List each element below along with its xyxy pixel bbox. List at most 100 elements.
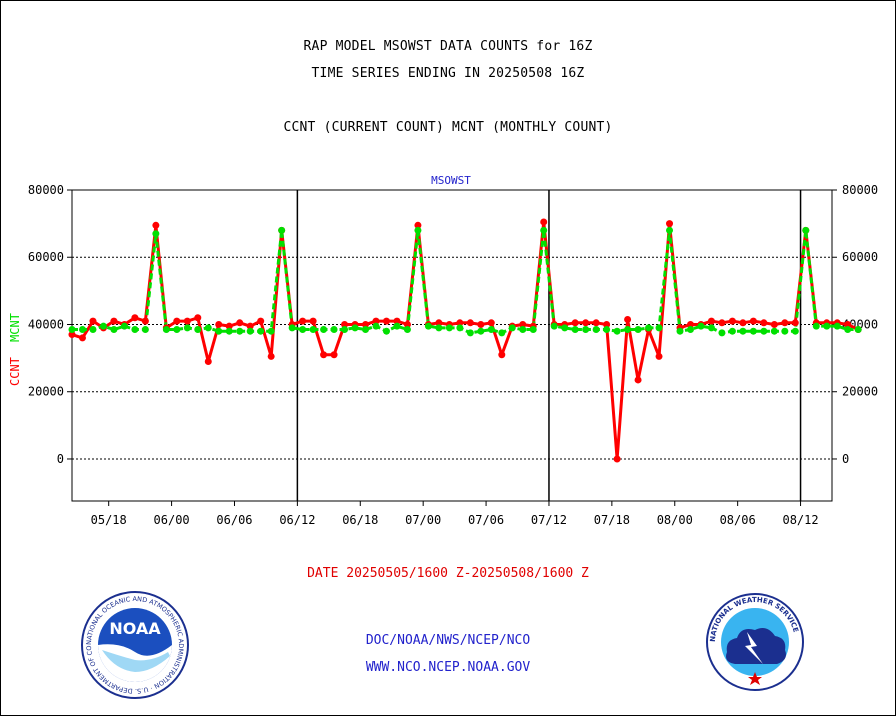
data-point-mcnt <box>854 326 862 334</box>
y-tick-label-right: 0 <box>842 452 849 466</box>
data-point-mcnt <box>110 326 118 334</box>
data-point-mcnt <box>278 226 286 234</box>
data-point-ccnt <box>582 319 590 327</box>
data-point-ccnt <box>739 319 747 327</box>
data-point-mcnt <box>204 324 212 332</box>
data-point-ccnt <box>592 319 600 327</box>
data-point-mcnt <box>833 322 841 330</box>
x-tick-label: 08/12 <box>782 513 818 527</box>
data-point-mcnt <box>487 326 495 334</box>
data-point-mcnt <box>141 326 149 334</box>
data-point-mcnt <box>655 324 663 332</box>
y-tick-label-left: 60000 <box>28 250 64 264</box>
data-point-mcnt <box>634 326 642 334</box>
data-point-ccnt <box>749 317 757 325</box>
x-tick-label: 06/18 <box>342 513 378 527</box>
data-point-mcnt <box>508 324 516 332</box>
x-tick-label: 08/00 <box>657 513 693 527</box>
data-point-ccnt <box>215 320 223 328</box>
x-tick-label: 07/06 <box>468 513 504 527</box>
data-point-mcnt <box>309 326 317 334</box>
x-tick-label: 07/12 <box>531 513 567 527</box>
data-point-mcnt <box>686 326 694 334</box>
data-point-mcnt <box>519 326 527 334</box>
plot-title: MSOWST <box>431 174 471 187</box>
data-point-mcnt <box>844 326 852 334</box>
data-point-mcnt <box>445 324 453 332</box>
data-point-ccnt <box>791 319 799 327</box>
data-point-mcnt <box>225 327 233 335</box>
data-point-mcnt <box>582 326 590 334</box>
data-point-ccnt <box>718 319 726 327</box>
data-point-ccnt <box>393 317 401 325</box>
data-point-ccnt <box>686 320 694 328</box>
data-point-mcnt <box>739 327 747 335</box>
data-point-mcnt <box>330 326 338 334</box>
data-point-ccnt <box>320 351 328 359</box>
data-point-mcnt <box>707 324 715 332</box>
data-point-ccnt <box>456 319 464 327</box>
data-point-ccnt <box>666 220 674 228</box>
data-point-ccnt <box>655 352 663 360</box>
data-point-ccnt <box>372 317 380 325</box>
data-point-ccnt <box>382 317 390 325</box>
data-point-ccnt <box>362 320 370 328</box>
y-tick-label-left: 80000 <box>28 183 64 197</box>
data-point-ccnt <box>403 320 411 328</box>
data-point-mcnt <box>812 322 820 330</box>
data-point-ccnt <box>257 317 265 325</box>
y-tick-label-right: 80000 <box>842 183 878 197</box>
data-point-mcnt <box>456 324 464 332</box>
data-point-ccnt <box>487 319 495 327</box>
x-tick-label: 06/12 <box>279 513 315 527</box>
data-point-mcnt <box>320 326 328 334</box>
data-point-ccnt <box>634 376 642 384</box>
data-point-mcnt <box>236 327 244 335</box>
data-point-ccnt <box>236 319 244 327</box>
data-point-mcnt <box>215 327 223 335</box>
data-point-mcnt <box>697 322 705 330</box>
noaa-logo-text: NOAA <box>109 619 161 638</box>
data-point-ccnt <box>68 331 76 339</box>
data-point-mcnt <box>68 326 76 334</box>
data-point-mcnt <box>194 326 202 334</box>
data-point-ccnt <box>603 320 611 328</box>
data-point-ccnt <box>330 351 338 359</box>
data-point-ccnt <box>341 320 349 328</box>
data-point-mcnt <box>424 322 432 330</box>
series-line-mcnt <box>72 228 859 335</box>
data-point-mcnt <box>603 326 611 334</box>
data-point-ccnt <box>183 317 191 325</box>
y-tick-label-right: 20000 <box>842 385 878 399</box>
data-point-ccnt <box>844 320 852 328</box>
data-point-mcnt <box>183 324 191 332</box>
data-point-ccnt <box>309 317 317 325</box>
data-point-ccnt <box>477 320 485 328</box>
data-point-mcnt <box>550 322 558 330</box>
data-point-mcnt <box>760 327 768 335</box>
data-point-mcnt <box>288 324 296 332</box>
data-point-mcnt <box>152 230 160 238</box>
x-tick-label: 06/06 <box>216 513 252 527</box>
data-point-mcnt <box>791 327 799 335</box>
date-range: DATE 20250505/1600 Z-20250508/1600 Z <box>307 566 589 581</box>
data-point-mcnt <box>823 322 831 330</box>
data-point-mcnt <box>770 327 778 335</box>
y-tick-label-right: 40000 <box>842 317 878 331</box>
data-point-mcnt <box>162 326 170 334</box>
data-point-mcnt <box>666 226 674 234</box>
data-point-mcnt <box>802 226 810 234</box>
data-point-ccnt <box>152 221 160 229</box>
data-point-mcnt <box>393 322 401 330</box>
data-point-mcnt <box>414 226 422 234</box>
data-point-ccnt <box>78 334 86 342</box>
data-point-mcnt <box>718 329 726 337</box>
data-point-mcnt <box>540 226 548 234</box>
data-point-mcnt <box>341 326 349 334</box>
data-point-mcnt <box>403 326 411 334</box>
data-point-ccnt <box>613 455 621 463</box>
chart-title-line1: RAP MODEL MSOWST DATA COUNTS for 16Z <box>303 39 593 54</box>
data-point-mcnt <box>624 326 632 334</box>
x-tick-label: 07/00 <box>405 513 441 527</box>
data-point-mcnt <box>173 326 181 334</box>
